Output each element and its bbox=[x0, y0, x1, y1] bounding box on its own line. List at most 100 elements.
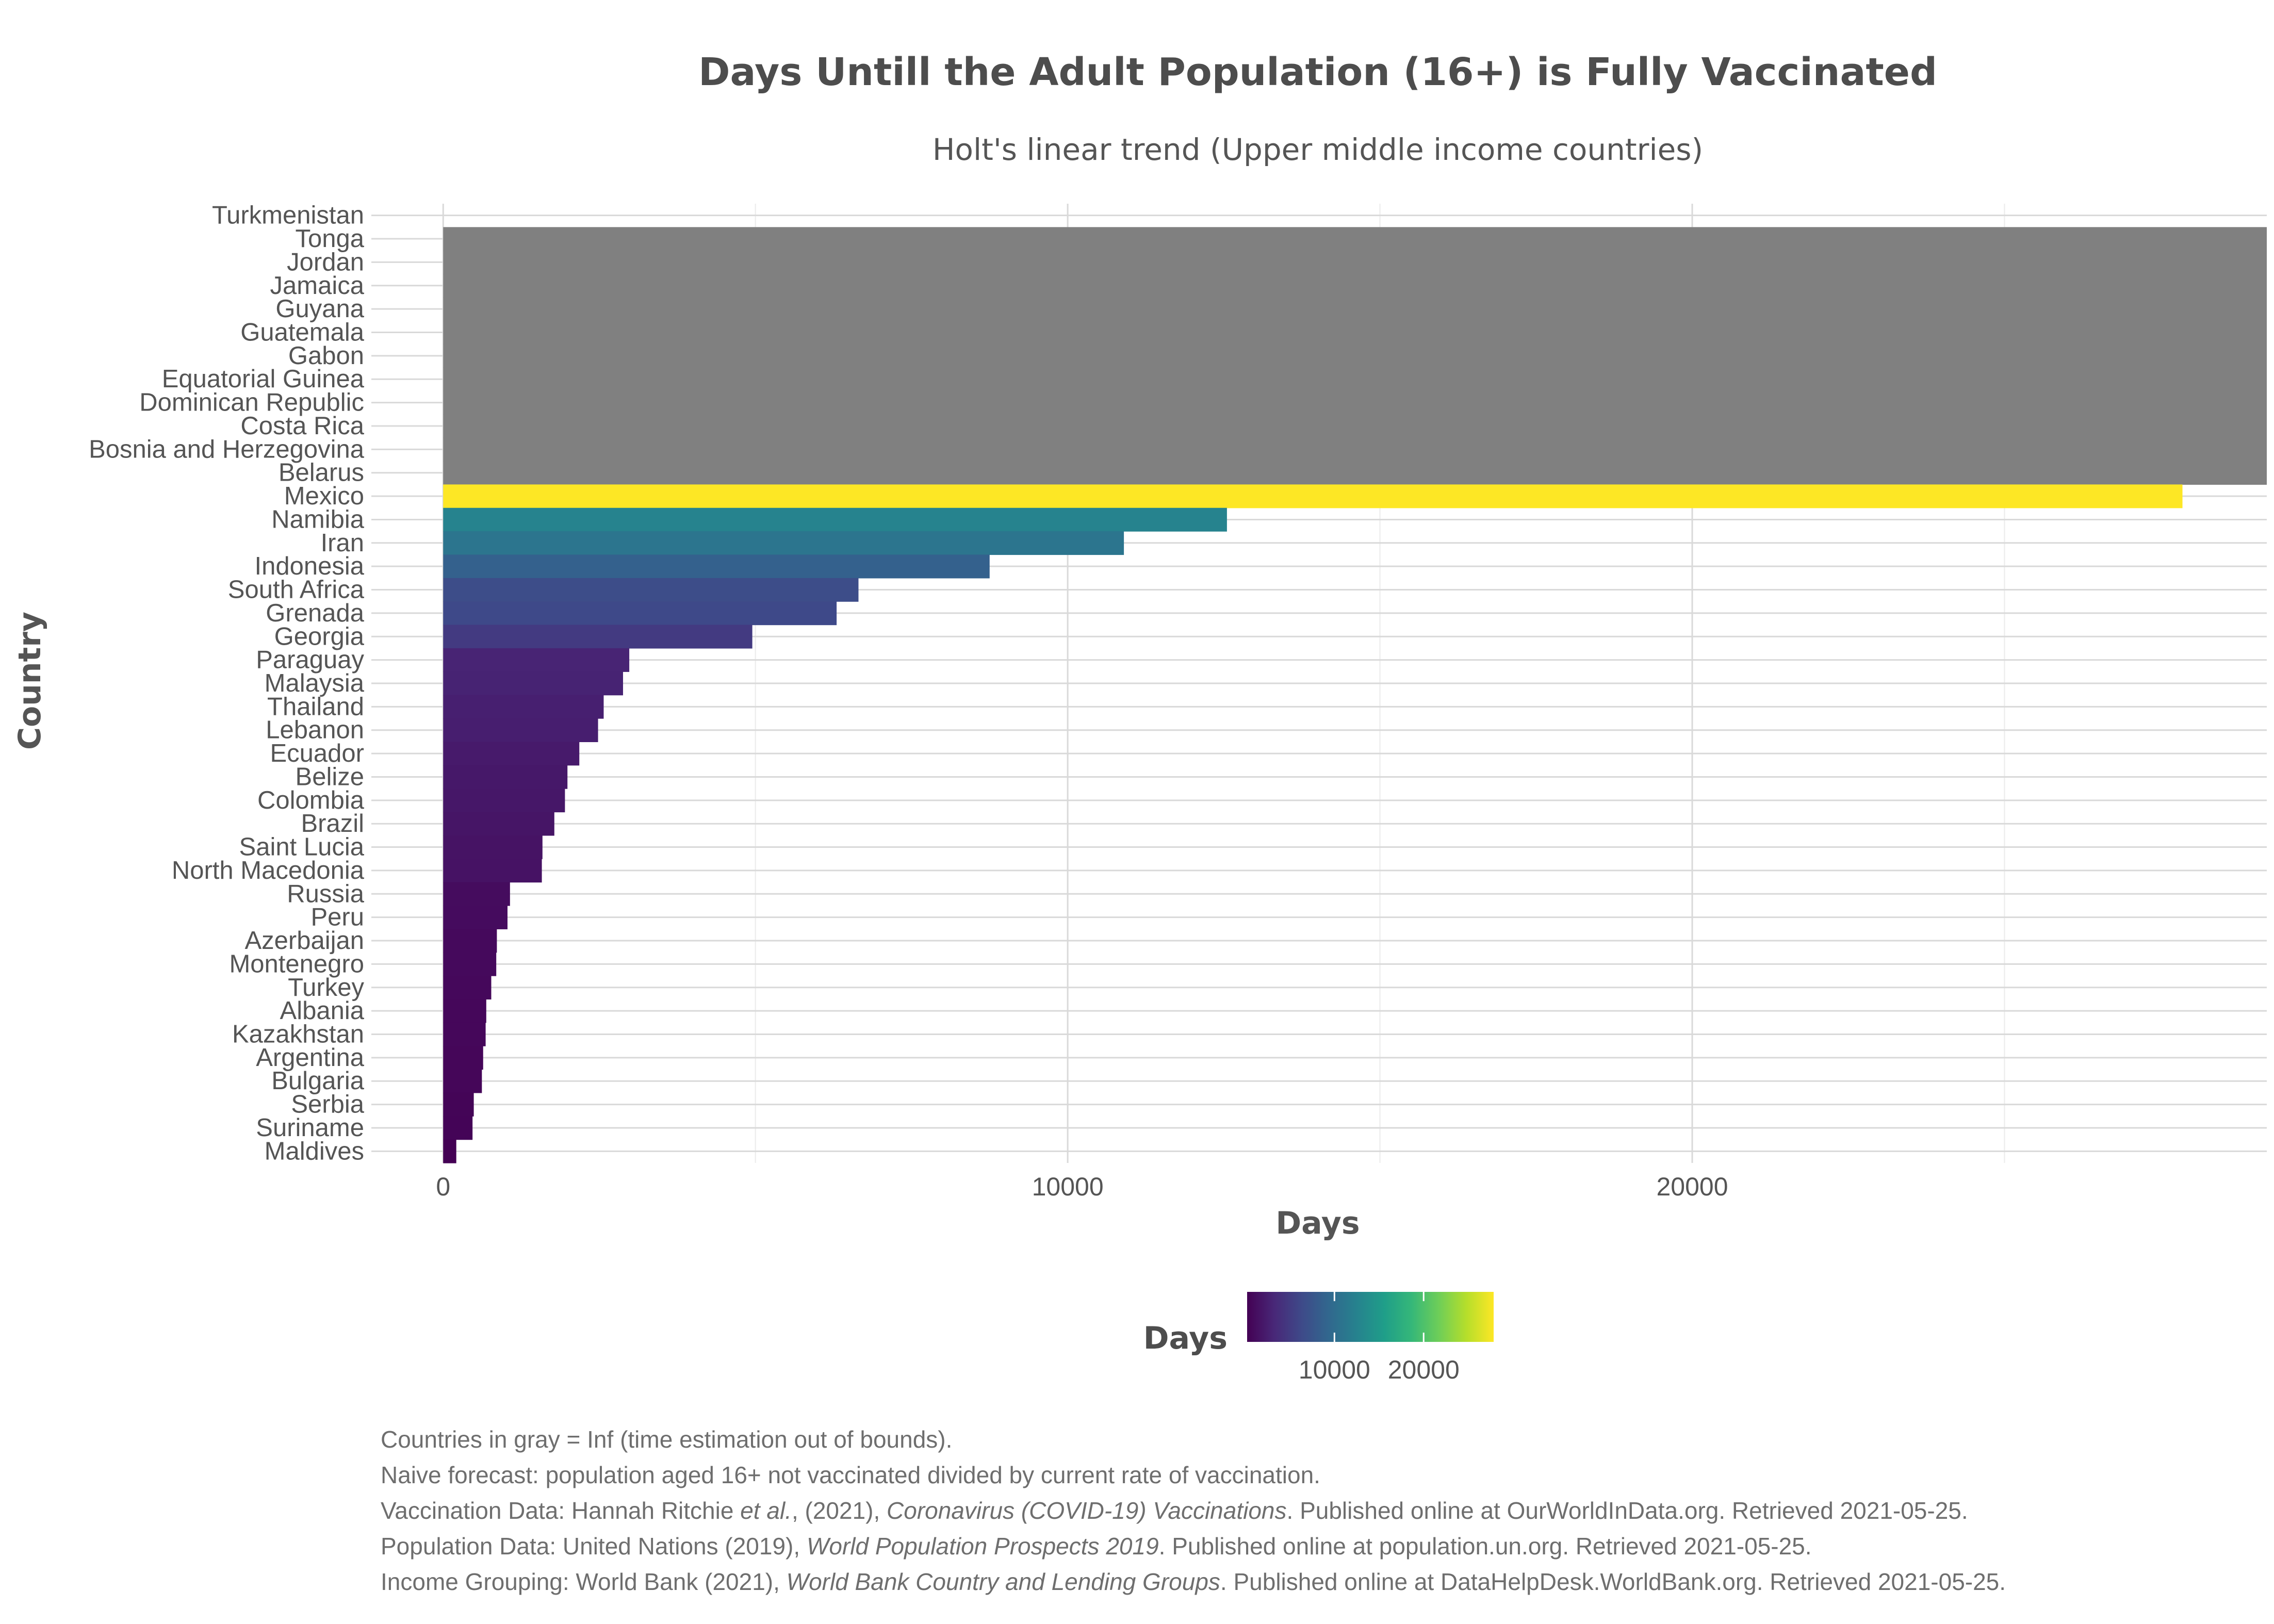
caption-segment: Income Grouping: World Bank (2021), bbox=[381, 1568, 787, 1595]
x-tick-label: 0 bbox=[436, 1172, 450, 1201]
bar-belize bbox=[443, 765, 568, 789]
y-tick-label: Suriname bbox=[256, 1114, 364, 1142]
bar-thailand bbox=[443, 695, 604, 719]
caption-segment: et al. bbox=[740, 1497, 792, 1524]
y-tick-label: Jamaica bbox=[270, 272, 365, 300]
bar-tonga bbox=[443, 227, 2267, 251]
bar-montenegro bbox=[443, 952, 497, 976]
caption-segment: Vaccination Data: Hannah Ritchie bbox=[381, 1497, 740, 1524]
y-axis-label: Country bbox=[12, 612, 48, 750]
caption: Countries in gray = Inf (time estimation… bbox=[381, 1426, 2006, 1595]
bar-dominican-republic bbox=[443, 390, 2267, 415]
y-tick-label: Brazil bbox=[301, 810, 364, 838]
y-tick-label: Turkey bbox=[288, 974, 364, 1002]
y-tick-label: Iran bbox=[321, 529, 364, 557]
y-tick-label: Guyana bbox=[275, 295, 364, 323]
bar-iran bbox=[443, 531, 1124, 555]
legend-tick-label: 20000 bbox=[1388, 1355, 1460, 1384]
bar-lebanon bbox=[443, 718, 598, 743]
bar-mexico bbox=[443, 484, 2183, 508]
bar-bulgaria bbox=[443, 1069, 482, 1093]
y-tick-label: Peru bbox=[310, 904, 364, 931]
bar-jordan bbox=[443, 250, 2267, 274]
y-tick-label: Tonga bbox=[295, 225, 364, 253]
x-tick-label: 10000 bbox=[1032, 1172, 1104, 1201]
y-tick-label: Belize bbox=[296, 763, 364, 791]
y-tick-label: Bosnia and Herzegovina bbox=[89, 435, 365, 463]
y-tick-label: Grenada bbox=[266, 599, 364, 627]
caption-segment: . Published online at OurWorldInData.org… bbox=[1287, 1497, 1968, 1524]
y-tick-label: Argentina bbox=[256, 1044, 365, 1072]
y-tick-label: Turkmenistan bbox=[212, 202, 364, 229]
bar-north-macedonia bbox=[443, 859, 542, 883]
bar-guyana bbox=[443, 297, 2267, 321]
x-tick-label: 20000 bbox=[1656, 1172, 1728, 1201]
bar-namibia bbox=[443, 507, 1227, 532]
y-tick-labels: TurkmenistanTongaJordanJamaicaGuyanaGuat… bbox=[89, 202, 365, 1166]
bar-colombia bbox=[443, 789, 565, 813]
y-tick-label: Ecuador bbox=[270, 740, 364, 767]
y-tick-label: Namibia bbox=[271, 505, 364, 533]
y-tick-label: Equatorial Guinea bbox=[162, 365, 365, 393]
y-tick-label: Azerbaijan bbox=[244, 927, 364, 955]
caption-segment: Population Data: United Nations (2019), bbox=[381, 1533, 807, 1560]
legend-tick-label: 10000 bbox=[1299, 1355, 1370, 1384]
y-tick-label: Colombia bbox=[257, 786, 365, 814]
bar-bosnia-and-herzegovina bbox=[443, 437, 2267, 462]
caption-line: Vaccination Data: Hannah Ritchie et al.,… bbox=[381, 1497, 1968, 1524]
bar-serbia bbox=[443, 1092, 474, 1117]
y-tick-label: North Macedonia bbox=[172, 857, 365, 884]
bar-equatorial-guinea bbox=[443, 367, 2267, 391]
y-tick-label: Guatemala bbox=[240, 319, 364, 347]
x-axis-label: Days bbox=[1275, 1205, 1360, 1241]
y-tick-label: Kazakhstan bbox=[232, 1020, 364, 1048]
y-tick-label: Paraguay bbox=[256, 646, 364, 674]
y-tick-label: Georgia bbox=[274, 622, 365, 650]
bar-costa-rica bbox=[443, 414, 2267, 438]
bars bbox=[443, 227, 2267, 1163]
y-tick-label: Gabon bbox=[288, 342, 364, 370]
y-tick-label: Costa Rica bbox=[240, 412, 364, 440]
caption-segment: World Population Prospects 2019 bbox=[807, 1533, 1159, 1560]
bar-kazakhstan bbox=[443, 1022, 486, 1046]
y-tick-label: Russia bbox=[287, 880, 365, 908]
caption-line: Naive forecast: population aged 16+ not … bbox=[381, 1462, 1320, 1488]
legend: Days 10000 20000 bbox=[1143, 1292, 1494, 1384]
legend-title: Days bbox=[1143, 1320, 1228, 1356]
y-tick-label: Maldives bbox=[265, 1137, 364, 1165]
y-tick-label: Dominican Republic bbox=[139, 389, 364, 417]
caption-line: Income Grouping: World Bank (2021), Worl… bbox=[381, 1568, 2006, 1595]
caption-line: Population Data: United Nations (2019), … bbox=[381, 1533, 1812, 1560]
bar-guatemala bbox=[443, 320, 2267, 345]
y-tick-label: Montenegro bbox=[229, 950, 364, 978]
legend-colorbar bbox=[1247, 1292, 1494, 1342]
y-tick-label: Malaysia bbox=[265, 669, 365, 697]
bar-gabon bbox=[443, 344, 2267, 368]
bar-peru bbox=[443, 905, 508, 929]
caption-segment: . Published online at DataHelpDesk.World… bbox=[1220, 1568, 2006, 1595]
bar-georgia bbox=[443, 625, 752, 649]
caption-line: Countries in gray = Inf (time estimation… bbox=[381, 1426, 952, 1453]
bar-saint-lucia bbox=[443, 835, 543, 859]
bar-suriname bbox=[443, 1116, 473, 1140]
y-tick-label: Jordan bbox=[287, 248, 364, 276]
bar-albania bbox=[443, 999, 486, 1023]
y-tick-label: Albania bbox=[280, 997, 365, 1025]
bar-paraguay bbox=[443, 648, 630, 672]
bar-azerbaijan bbox=[443, 929, 497, 953]
bar-grenada bbox=[443, 601, 837, 626]
bar-belarus bbox=[443, 461, 2267, 485]
bar-brazil bbox=[443, 812, 554, 836]
y-tick-label: Belarus bbox=[279, 459, 364, 487]
bar-argentina bbox=[443, 1046, 483, 1070]
y-tick-label: Mexico bbox=[284, 482, 364, 510]
bar-maldives bbox=[443, 1139, 456, 1163]
caption-segment: World Bank Country and Lending Groups bbox=[787, 1568, 1220, 1595]
bar-russia bbox=[443, 882, 510, 906]
caption-segment: Coronavirus (COVID-19) Vaccinations bbox=[887, 1497, 1286, 1524]
y-tick-label: South Africa bbox=[228, 576, 365, 604]
chart-title: Days Untill the Adult Population (16+) i… bbox=[698, 50, 1937, 94]
caption-segment: Countries in gray = Inf (time estimation… bbox=[381, 1426, 952, 1453]
bar-indonesia bbox=[443, 554, 990, 579]
